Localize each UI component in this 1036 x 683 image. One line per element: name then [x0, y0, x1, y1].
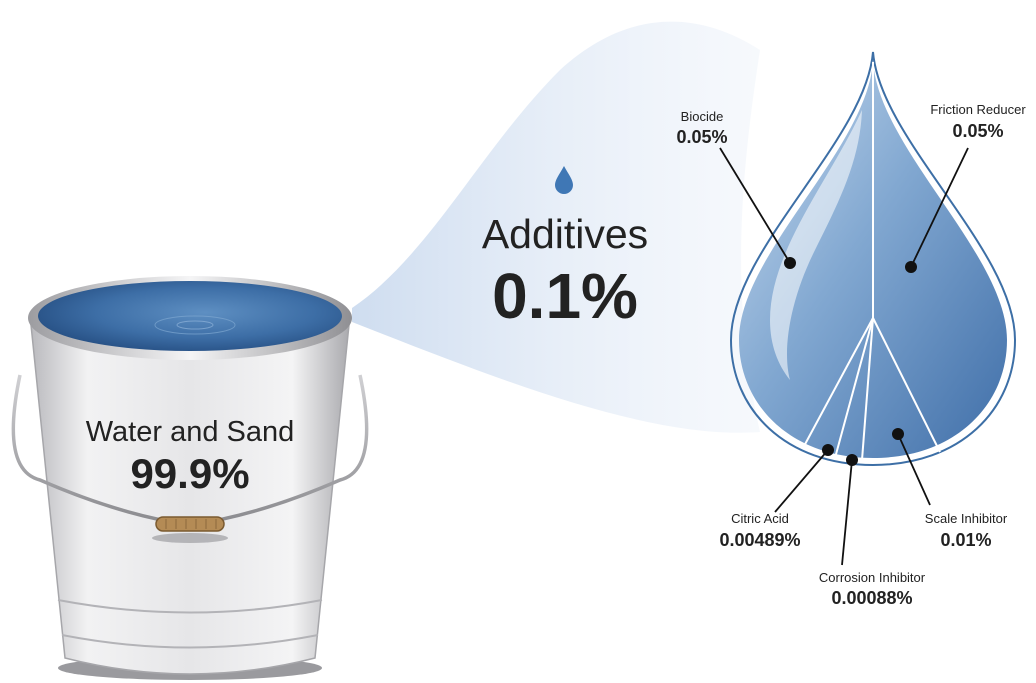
- component-labels: Biocide 0.05% Friction Reducer 0.05% Cit…: [676, 102, 1026, 608]
- small-droplet-icon: [555, 166, 573, 194]
- biocide-value: 0.05%: [676, 127, 727, 147]
- marker-dots: [784, 257, 917, 466]
- additives-value: 0.1%: [492, 260, 638, 332]
- leaders: [719, 147, 969, 566]
- biocide-dot: [784, 257, 796, 269]
- droplet-highlight: [770, 110, 862, 380]
- corrosion-inhibitor-value: 0.00088%: [831, 588, 912, 608]
- scale-inhibitor-dot: [892, 428, 904, 440]
- scale-inhibitor-name: Scale Inhibitor: [925, 511, 1008, 526]
- bucket: Water and Sand 99.9%: [11, 276, 369, 680]
- citric-acid-value: 0.00489%: [719, 530, 800, 550]
- corrosion-inhibitor-name: Corrosion Inhibitor: [819, 570, 926, 585]
- handle-grip: [155, 516, 225, 532]
- light-beam: [352, 21, 760, 433]
- citric-acid-name: Citric Acid: [731, 511, 789, 526]
- additives-droplet: [729, 51, 1017, 467]
- scale-inhibitor-value: 0.01%: [940, 530, 991, 550]
- friction-reducer-dot: [905, 261, 917, 273]
- bucket-label: Water and Sand: [86, 416, 295, 448]
- biocide-name: Biocide: [681, 109, 724, 124]
- friction-reducer-name: Friction Reducer: [930, 102, 1026, 117]
- additives-label: Additives: [482, 211, 648, 257]
- citric-acid-dot: [822, 444, 834, 456]
- additives-callout: Additives 0.1%: [482, 166, 648, 332]
- corrosion-inhibitor-dot: [846, 454, 858, 466]
- segment-lines: [802, 62, 941, 461]
- friction-reducer-value: 0.05%: [952, 121, 1003, 141]
- bucket-value: 99.9%: [130, 450, 249, 497]
- bucket-body: [29, 314, 351, 675]
